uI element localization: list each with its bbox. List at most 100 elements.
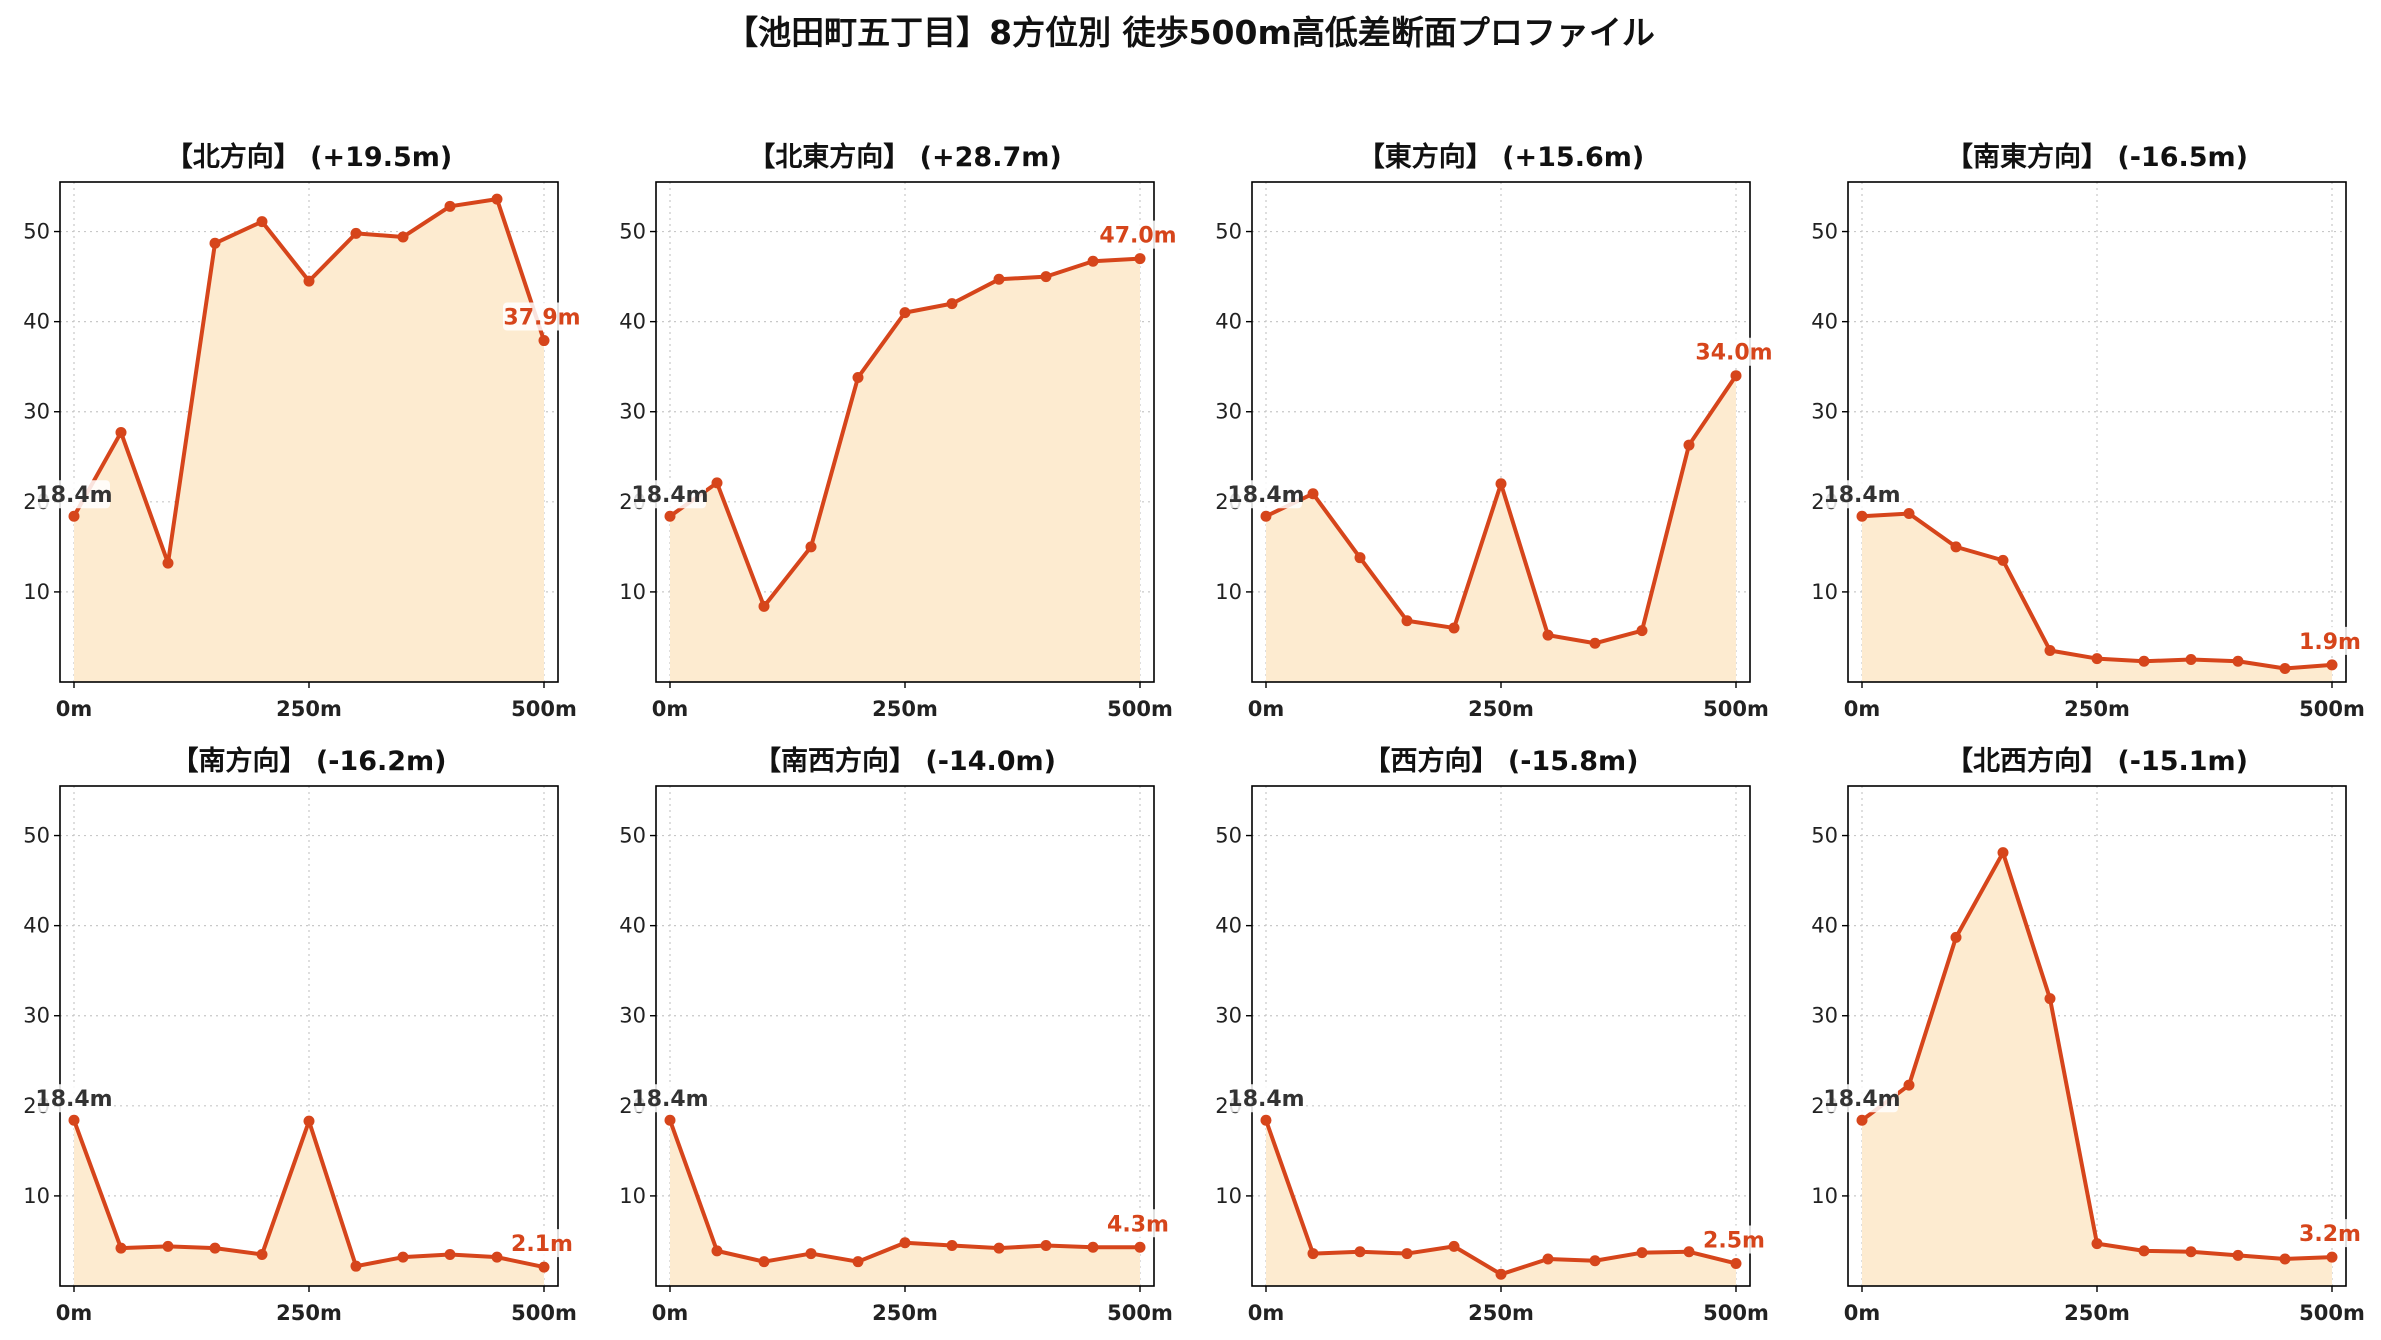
start-value-label: 18.4m <box>1227 483 1304 508</box>
y-tick-label: 30 <box>1811 1004 1838 1028</box>
data-point <box>1950 931 1962 943</box>
data-point <box>2044 644 2056 656</box>
data-point <box>1730 370 1742 382</box>
data-point <box>1495 478 1507 490</box>
data-point <box>993 1242 1005 1254</box>
y-tick-label: 50 <box>1811 824 1838 848</box>
x-tick-label: 250m <box>2064 1301 2130 1325</box>
end-label-box <box>1106 1209 1170 1238</box>
end-value-label: 4.3m <box>1107 1212 1169 1237</box>
end-value-label: 3.2m <box>2299 1222 2361 1247</box>
panel-title: 【南東方向】 (-16.5m) <box>1946 141 2248 173</box>
data-point <box>1997 554 2009 566</box>
x-tick-label: 0m <box>652 1301 689 1325</box>
end-label-box <box>503 302 581 331</box>
y-tick-label: 40 <box>619 310 646 334</box>
start-value-label: 18.4m <box>1823 1087 1900 1112</box>
elevation-area <box>74 199 544 682</box>
end-label-box <box>1695 337 1773 366</box>
x-tick-label: 500m <box>511 697 577 721</box>
data-point <box>397 231 409 243</box>
data-point <box>2138 655 2150 667</box>
data-point <box>664 510 676 522</box>
data-point <box>2044 993 2056 1005</box>
data-point <box>993 273 1005 285</box>
start-label-box <box>1826 480 1898 509</box>
y-tick-label: 50 <box>619 824 646 848</box>
data-point <box>758 600 770 612</box>
data-point <box>397 1251 409 1263</box>
x-tick-label: 500m <box>1107 697 1173 721</box>
data-point <box>805 1248 817 1260</box>
data-point <box>491 1251 503 1263</box>
elevation-area <box>670 1120 1140 1286</box>
start-label-box <box>1826 1084 1898 1113</box>
x-tick-label: 0m <box>1248 697 1285 721</box>
data-point <box>491 193 503 205</box>
x-tick-label: 250m <box>1468 1301 1534 1325</box>
data-point <box>1683 1246 1695 1258</box>
start-value-label: 18.4m <box>1227 1087 1304 1112</box>
y-tick-label: 50 <box>23 824 50 848</box>
data-point <box>1401 615 1413 627</box>
end-value-label: 1.9m <box>2299 630 2361 655</box>
y-tick-label: 50 <box>23 220 50 244</box>
data-point <box>1401 1248 1413 1260</box>
data-point <box>1856 1114 1868 1126</box>
data-point <box>1589 1255 1601 1267</box>
x-tick-label: 250m <box>276 697 342 721</box>
y-tick-label: 10 <box>1215 1184 1242 1208</box>
x-tick-label: 0m <box>1844 1301 1881 1325</box>
data-point <box>350 227 362 239</box>
data-point <box>711 477 723 489</box>
elevation-area <box>1862 852 2332 1286</box>
data-point <box>209 1242 221 1254</box>
data-point <box>1950 541 1962 553</box>
data-point <box>209 237 221 249</box>
y-tick-label: 40 <box>1811 310 1838 334</box>
data-point <box>1683 439 1695 451</box>
data-point <box>1495 1268 1507 1280</box>
data-point <box>2185 1246 2197 1258</box>
end-label-box <box>2298 626 2362 655</box>
data-point <box>1448 622 1460 634</box>
data-point <box>1856 510 1868 522</box>
data-point <box>1636 625 1648 637</box>
data-point <box>538 335 550 347</box>
y-tick-label: 40 <box>1811 914 1838 938</box>
data-point <box>1636 1247 1648 1259</box>
x-tick-label: 500m <box>2299 697 2365 721</box>
panel-title: 【西方向】 (-15.8m) <box>1363 745 1638 777</box>
data-point <box>303 1115 315 1127</box>
data-point <box>2138 1245 2150 1257</box>
x-tick-label: 0m <box>652 697 689 721</box>
start-label-box <box>38 480 110 509</box>
data-point <box>1087 1241 1099 1253</box>
data-point <box>2326 659 2338 671</box>
data-point <box>1903 1079 1915 1091</box>
panel-title: 【東方向】 (+15.6m) <box>1358 141 1644 173</box>
data-point <box>2232 655 2244 667</box>
end-label-box <box>510 1229 574 1258</box>
end-label-box <box>1099 220 1177 249</box>
x-tick-label: 250m <box>872 697 938 721</box>
data-point <box>1730 1257 1742 1269</box>
y-tick-label: 10 <box>1811 1184 1838 1208</box>
axes-frame <box>655 785 1155 1287</box>
data-point <box>2091 653 2103 665</box>
data-point <box>1542 629 1554 641</box>
data-point <box>2185 653 2197 665</box>
elevation-area <box>74 1120 544 1286</box>
end-value-label: 2.5m <box>1703 1228 1765 1253</box>
end-value-label: 37.9m <box>503 306 580 331</box>
elevation-line <box>1264 1119 1737 1277</box>
data-point <box>68 1114 80 1126</box>
y-tick-label: 40 <box>23 310 50 334</box>
